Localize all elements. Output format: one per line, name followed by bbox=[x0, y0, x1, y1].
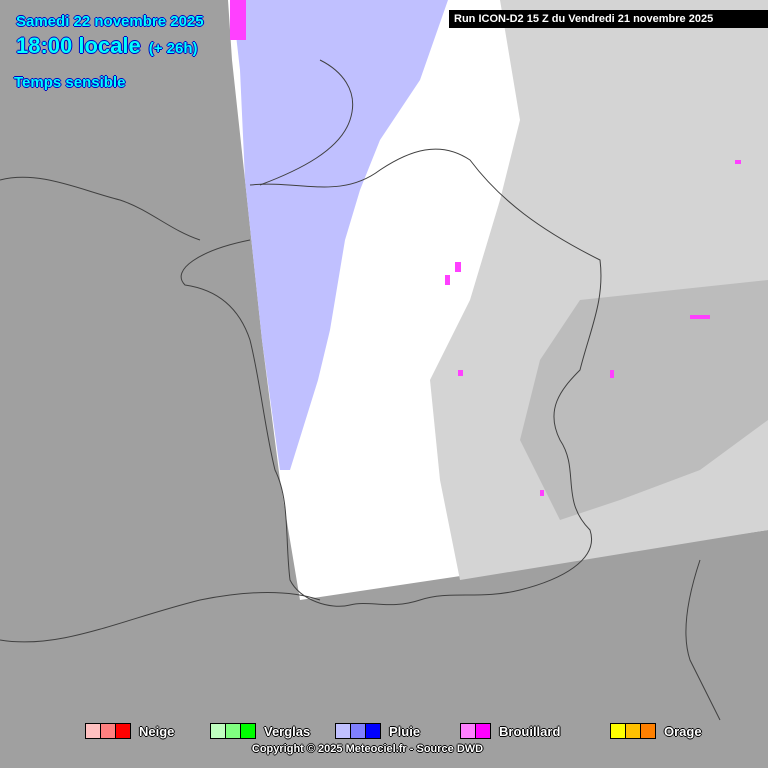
forecast-date: Samedi 22 novembre 2025 bbox=[16, 13, 204, 30]
copyright: Copyright © 2025 Meteociel.fr - Source D… bbox=[251, 743, 484, 755]
legend-pluie: Pluie bbox=[335, 723, 420, 739]
forecast-time: 18:00 locale (+ 26h) bbox=[16, 33, 198, 59]
legend-swatch bbox=[335, 723, 381, 739]
legend-brouillard: Brouillard bbox=[460, 723, 560, 739]
run-label: Run ICON-D2 15 Z du Vendredi 21 novembre… bbox=[449, 10, 768, 28]
legend-swatch bbox=[460, 723, 491, 739]
cloud-cover-alps bbox=[520, 280, 768, 520]
forecast-offset: (+ 26h) bbox=[148, 40, 198, 57]
legend-label: Neige bbox=[139, 723, 175, 739]
legend-orage: Orage bbox=[610, 723, 702, 739]
parameter-title: Temps sensible bbox=[14, 74, 126, 91]
borders bbox=[0, 59, 721, 721]
legend-label: Pluie bbox=[389, 723, 421, 739]
legend-label: Verglas bbox=[264, 723, 311, 739]
legend-label: Brouillard bbox=[499, 723, 561, 739]
fog-patches bbox=[230, 0, 741, 496]
legend-swatch bbox=[210, 723, 256, 739]
legend-neige: Neige bbox=[85, 723, 174, 739]
legend-verglas: Verglas bbox=[210, 723, 310, 739]
legend-label: Orage bbox=[664, 723, 702, 739]
legend-swatch bbox=[85, 723, 131, 739]
rain-area bbox=[232, 0, 448, 470]
legend-swatch bbox=[610, 723, 656, 739]
forecast-time-value: 18:00 locale bbox=[16, 33, 141, 58]
